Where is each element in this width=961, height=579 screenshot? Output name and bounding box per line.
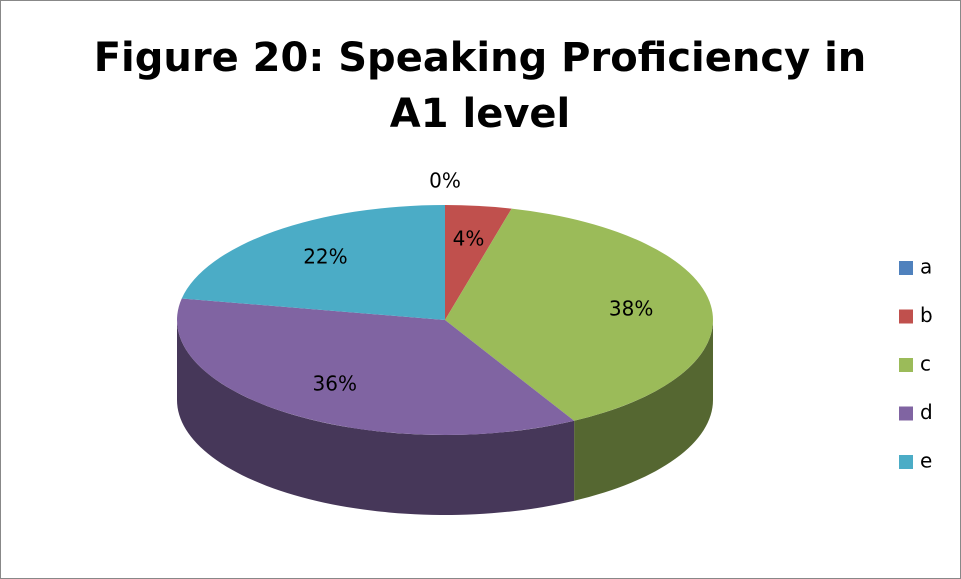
data-label: 38% bbox=[609, 296, 653, 320]
legend-label: a bbox=[920, 255, 932, 279]
data-label: 0% bbox=[429, 169, 461, 193]
pie-side bbox=[176, 320, 575, 515]
pie-slice bbox=[445, 208, 713, 421]
pie-slice bbox=[181, 205, 445, 320]
legend-label: d bbox=[920, 400, 933, 424]
data-label: 22% bbox=[303, 244, 347, 268]
pie-slice bbox=[176, 298, 575, 436]
data-label: 4% bbox=[453, 227, 485, 251]
legend-label: e bbox=[920, 449, 932, 473]
pie-side bbox=[574, 320, 713, 501]
legend-swatch bbox=[899, 455, 913, 469]
legend-swatch bbox=[899, 309, 913, 324]
pie-slice bbox=[445, 205, 512, 320]
legend-label: b bbox=[920, 303, 933, 327]
chart-title: Figure 20: Speaking Proficiency in A1 le… bbox=[93, 35, 867, 137]
data-label: 36% bbox=[313, 372, 357, 396]
legend-label: c bbox=[920, 352, 931, 376]
legend-swatch bbox=[899, 358, 913, 372]
legend-swatch bbox=[899, 261, 913, 275]
legend-swatch bbox=[899, 406, 913, 421]
